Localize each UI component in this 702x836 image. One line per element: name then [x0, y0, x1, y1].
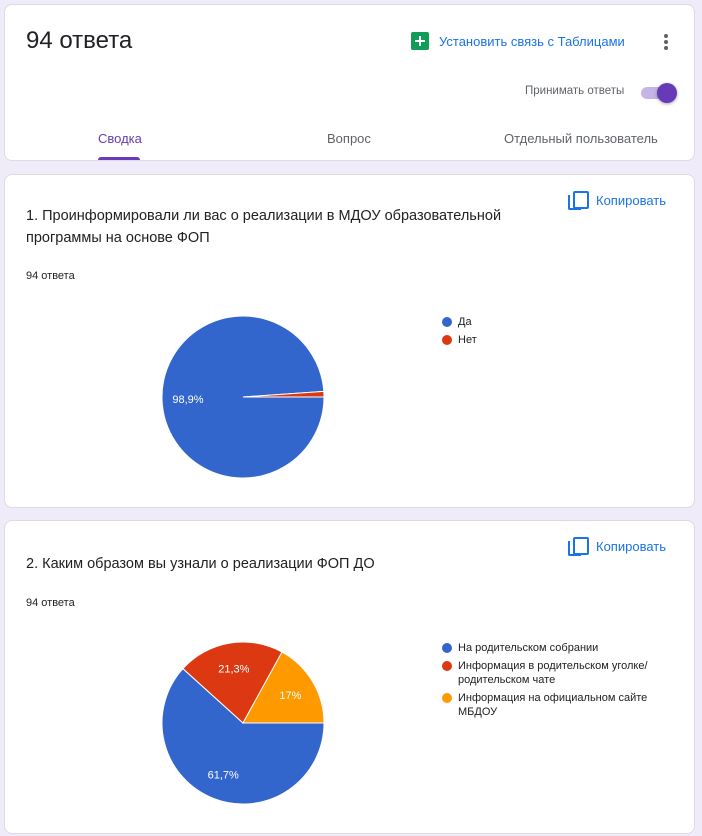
legend-item: На родительском собрании: [442, 641, 658, 655]
legend-label: Информация на официальном сайте МБДОУ: [458, 692, 648, 718]
pie-slice[interactable]: [242, 651, 325, 724]
legend-swatch: [442, 661, 452, 671]
legend-item: Да: [442, 315, 658, 329]
response-count: 94 ответа: [26, 270, 75, 282]
more-options-icon[interactable]: [660, 32, 672, 52]
slice-percent-label: 98,9%: [172, 394, 203, 406]
copy-chart-button[interactable]: Копировать: [568, 537, 666, 556]
pie-chart: 98,9%: [161, 315, 325, 479]
legend-swatch: [442, 693, 452, 703]
link-to-sheets-label: Установить связь с Таблицами: [439, 33, 625, 49]
legend-item: Нет: [442, 333, 658, 347]
chart-legend: Да Нет: [442, 315, 658, 351]
pie-slice[interactable]: [182, 641, 283, 724]
copy-chart-button[interactable]: Копировать: [568, 191, 666, 210]
response-count: 94 ответа: [26, 597, 75, 609]
pie-slice[interactable]: [161, 667, 325, 805]
tab-individual[interactable]: Отдельный пользователь: [504, 131, 658, 146]
tab-question[interactable]: Вопрос: [327, 131, 371, 146]
question-card-1: Копировать 1. Проинформировали ли вас о …: [4, 174, 695, 508]
legend-label: Нет: [458, 334, 477, 346]
accept-responses-label: Принимать ответы: [525, 85, 625, 97]
copy-icon: [568, 191, 589, 210]
toggle-thumb: [657, 83, 677, 103]
copy-icon: [568, 537, 589, 556]
slice-percent-label: 21,3%: [218, 664, 249, 676]
copy-label: Копировать: [596, 192, 666, 208]
pie-chart: 61,7% 21,3% 17%: [161, 641, 325, 805]
pie-slice[interactable]: [242, 390, 325, 398]
responses-count-title: 94 ответа: [26, 27, 133, 54]
slice-percent-label: 17%: [279, 690, 301, 702]
link-to-sheets-button[interactable]: Установить связь с Таблицами: [411, 32, 625, 50]
accept-responses-toggle[interactable]: [641, 83, 677, 103]
legend-label: Информация в родительском уголке/ родите…: [458, 660, 648, 686]
copy-label: Копировать: [596, 538, 666, 554]
legend-label: Да: [458, 316, 472, 328]
question-title: 2. Каким образом вы узнали о реализации …: [26, 556, 375, 572]
active-tab-indicator: [98, 157, 140, 160]
legend-swatch: [442, 335, 452, 345]
legend-item: Информация в родительском уголке/ родите…: [442, 659, 658, 687]
legend-label: На родительском собрании: [458, 642, 599, 654]
sheets-icon: [411, 32, 429, 50]
legend-item: Информация на официальном сайте МБДОУ: [442, 691, 658, 719]
legend-swatch: [442, 643, 452, 653]
legend-swatch: [442, 317, 452, 327]
tab-summary[interactable]: Сводка: [98, 131, 142, 146]
slice-percent-label: 61,7%: [208, 769, 239, 781]
question-card-2: Копировать 2. Каким образом вы узнали о …: [4, 520, 695, 834]
question-title: 1. Проинформировали ли вас о реализации …: [26, 208, 502, 246]
responses-header-card: 94 ответа Установить связь с Таблицами П…: [4, 4, 695, 161]
responses-tabs: Сводка Вопрос Отдельный пользователь: [5, 117, 694, 162]
chart-legend: На родительском собрании Информация в род…: [442, 641, 658, 723]
